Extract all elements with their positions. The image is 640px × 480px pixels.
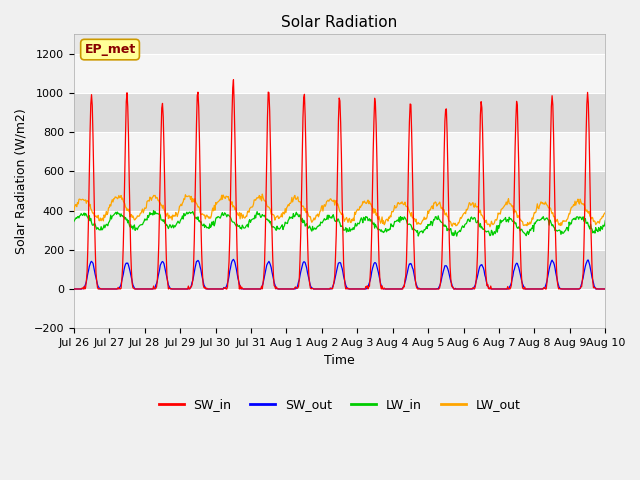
LW_out [134, 213, 142, 219]
Line: SW_in: SW_in [74, 80, 605, 289]
Bar [74, 132, 605, 171]
SW_out [216, 286, 224, 292]
SW_out [188, 279, 196, 285]
SW_in [230, 77, 237, 83]
SW_out [405, 263, 413, 269]
Bar [74, 289, 605, 328]
LW_out [405, 207, 413, 213]
LW_in [150, 208, 157, 214]
SW_in [602, 286, 609, 292]
Bar [74, 171, 605, 211]
Legend: SW_in, SW_out, LW_in, LW_out: SW_in, SW_out, LW_in, LW_out [154, 393, 525, 416]
LW_out [420, 214, 428, 220]
Line: SW_out: SW_out [74, 259, 605, 289]
SW_in [70, 286, 77, 292]
LW_out [486, 224, 494, 229]
LW_in [70, 219, 77, 225]
SW_in [420, 286, 428, 292]
LW_in [217, 214, 225, 219]
Bar [74, 211, 605, 250]
SW_out [70, 286, 77, 292]
SW_in [134, 286, 142, 292]
LW_out [188, 199, 196, 205]
LW_out [259, 191, 266, 197]
LW_in [602, 217, 609, 223]
LW_out [602, 209, 609, 215]
SW_in [216, 286, 224, 292]
LW_out [216, 196, 224, 202]
Bar [74, 250, 605, 289]
Y-axis label: Solar Radiation (W/m2): Solar Radiation (W/m2) [15, 108, 28, 254]
LW_in [189, 209, 196, 215]
LW_in [405, 221, 413, 227]
LW_in [134, 225, 142, 230]
LW_out [79, 197, 87, 203]
LW_in [453, 233, 461, 239]
LW_out [70, 209, 77, 215]
Text: EP_met: EP_met [84, 43, 136, 56]
SW_out [602, 286, 609, 292]
SW_in [405, 150, 413, 156]
Line: LW_out: LW_out [74, 194, 605, 227]
Line: LW_in: LW_in [74, 211, 605, 236]
X-axis label: Time: Time [324, 353, 355, 367]
SW_in [79, 286, 87, 292]
LW_in [420, 227, 428, 232]
Title: Solar Radiation: Solar Radiation [282, 15, 397, 30]
Bar [74, 93, 605, 132]
SW_out [420, 286, 428, 292]
Bar [74, 54, 605, 93]
SW_out [79, 286, 87, 291]
SW_in [188, 282, 196, 288]
SW_out [134, 286, 142, 292]
SW_out [230, 256, 237, 262]
LW_in [79, 212, 87, 217]
